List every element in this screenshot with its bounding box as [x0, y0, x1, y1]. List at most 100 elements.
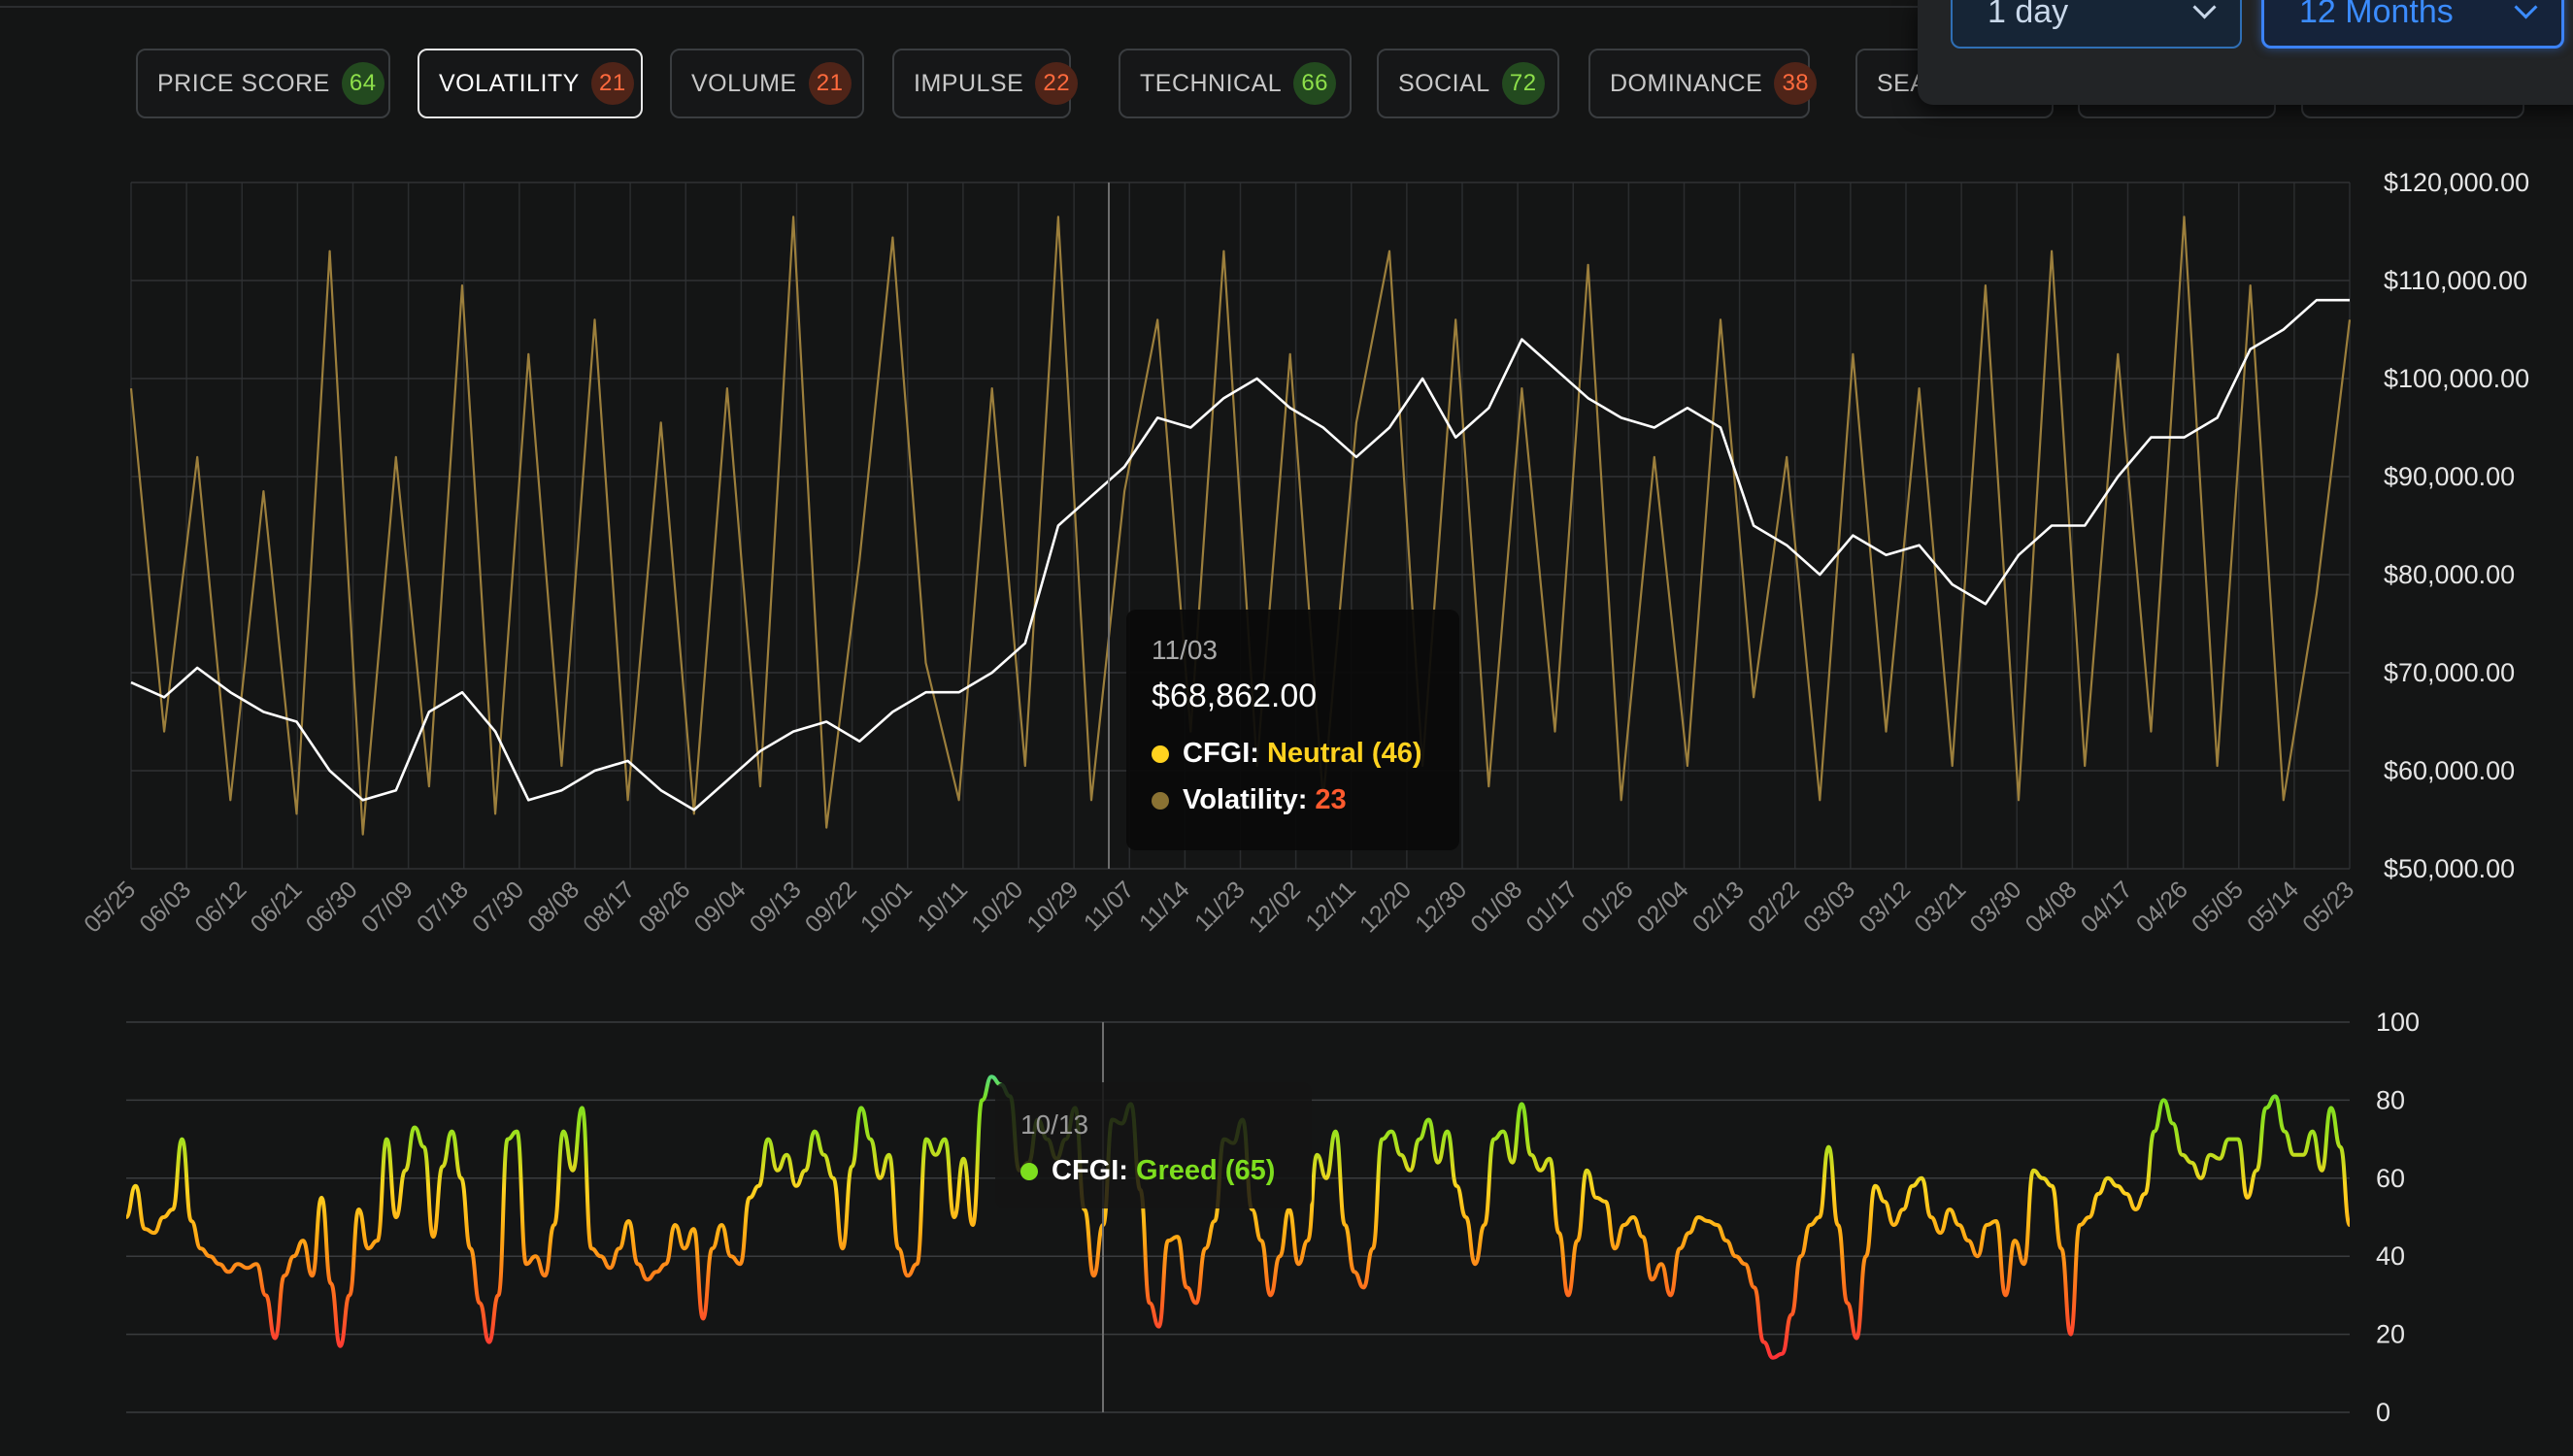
cfgi-y-tick-label: 80 — [2376, 1085, 2405, 1114]
x-tick-label: 09/22 — [800, 876, 862, 938]
cfgi-tooltip: 10/13 CFGI: Greed (65) — [995, 1082, 1312, 1208]
x-tick-label: 05/25 — [79, 876, 141, 938]
x-tick-label: 11/14 — [1134, 876, 1195, 937]
y-tick-label: $50,000.00 — [2384, 854, 2515, 883]
tooltip-date: 11/03 — [1152, 635, 1218, 665]
x-tick-label: 12/20 — [1354, 876, 1417, 938]
range-dropdown[interactable]: 12 Months — [2261, 0, 2564, 49]
price-chart-grid — [130, 182, 2351, 870]
x-tick-label: 03/21 — [1909, 876, 1971, 938]
x-tick-label: 05/14 — [2242, 876, 2304, 938]
cfgi-y-axis: 100 80 60 40 20 0 — [2376, 1008, 2420, 1427]
x-tick-label: 08/26 — [633, 876, 695, 938]
greed-dot-icon — [1020, 1162, 1038, 1180]
x-tick-label: 01/08 — [1465, 876, 1527, 938]
price-chart-series — [129, 215, 2352, 836]
x-tick-label: 01/26 — [1577, 876, 1639, 938]
y-tick-label: $80,000.00 — [2384, 560, 2515, 589]
cfgi-tooltip-date: 10/13 — [1020, 1109, 1089, 1140]
tab-label: TECHNICAL — [1140, 69, 1283, 97]
cfgi-y-tick-label: 100 — [2376, 1008, 2420, 1037]
x-tick-label: 04/17 — [2076, 876, 2138, 938]
cfgi-tooltip-value: Greed (65) — [1135, 1155, 1276, 1186]
score-badge: 72 — [1501, 62, 1545, 105]
y-tick-label: $70,000.00 — [2384, 658, 2515, 687]
x-tick-label: 02/04 — [1632, 876, 1694, 938]
tab-volume[interactable]: VOLUME 21 — [670, 49, 864, 118]
x-tick-label: 03/03 — [1798, 876, 1860, 938]
x-tick-label: 12/11 — [1300, 876, 1361, 937]
x-tick-label: 03/30 — [1964, 876, 2026, 938]
score-badge: 66 — [1293, 62, 1337, 105]
tab-volatility[interactable]: VOLATILITY 21 — [418, 49, 643, 118]
score-badge: 64 — [341, 62, 384, 105]
score-badge: 21 — [590, 62, 634, 105]
x-tick-label: 10/29 — [1021, 876, 1084, 938]
x-tick-label: 07/18 — [412, 876, 474, 938]
period-dropdown-label: 1 day — [1988, 0, 2069, 30]
x-tick-label: 07/09 — [356, 876, 418, 938]
tooltip-vol-value: 23 — [1315, 784, 1347, 815]
x-tick-label: 10/20 — [966, 876, 1028, 938]
x-tick-label: 01/17 — [1520, 876, 1583, 938]
x-tick-label: 05/23 — [2297, 876, 2359, 938]
price-y-axis: $120,000.00 $110,000.00 $100,000.00 $90,000… — [2384, 168, 2529, 883]
x-tick-label: 06/12 — [189, 876, 251, 938]
neutral-dot-icon — [1152, 745, 1169, 763]
x-tick-label: 12/30 — [1410, 876, 1472, 938]
tab-social[interactable]: SOCIAL 72 — [1377, 49, 1559, 118]
date-x-axis: 05/2506/0306/1206/2106/3007/0907/1807/30… — [79, 876, 2359, 938]
x-tick-label: 04/26 — [2131, 876, 2193, 938]
x-tick-label: 11/23 — [1189, 876, 1251, 937]
x-tick-label: 10/11 — [912, 876, 973, 937]
volatility-dot-icon — [1152, 791, 1169, 810]
period-dropdown[interactable]: 1 day — [1951, 0, 2242, 49]
tooltip-price: $68,862.00 — [1152, 678, 1318, 714]
y-tick-label: $100,000.00 — [2384, 364, 2529, 393]
cfgi-tooltip-row: CFGI: Greed (65) — [1020, 1155, 1275, 1187]
score-badge: 22 — [1035, 62, 1079, 105]
x-tick-label: 11/07 — [1079, 876, 1140, 937]
tab-label: PRICE SCORE — [157, 69, 330, 97]
tab-technical[interactable]: TECHNICAL 66 — [1119, 49, 1352, 118]
x-tick-label: 06/03 — [134, 876, 196, 938]
tooltip-cfgi-label: CFGI: — [1183, 738, 1259, 769]
cfgi-tooltip-label: CFGI: — [1052, 1155, 1128, 1186]
x-tick-label: 10/01 — [855, 876, 918, 938]
price-line — [130, 298, 2350, 811]
x-tick-label: 05/05 — [2187, 876, 2249, 938]
range-dropdown-label: 12 Months — [2299, 0, 2454, 30]
x-tick-label: 07/30 — [467, 876, 529, 938]
tooltip-vol-label: Volatility: — [1183, 784, 1308, 815]
tab-label: SOCIAL — [1398, 69, 1490, 97]
cfgi-y-tick-label: 40 — [2376, 1241, 2405, 1271]
cfgi-y-tick-label: 20 — [2376, 1320, 2405, 1349]
y-tick-label: $90,000.00 — [2384, 462, 2515, 491]
y-tick-label: $110,000.00 — [2384, 266, 2527, 295]
x-tick-label: 08/17 — [578, 876, 640, 938]
y-tick-label: $60,000.00 — [2384, 756, 2515, 785]
score-badge: 21 — [808, 62, 852, 105]
x-tick-label: 02/13 — [1687, 876, 1750, 938]
price-tooltip: 11/03 $68,862.00 CFGI: Neutral (46) Vola… — [1126, 610, 1459, 850]
tab-label: DOMINANCE — [1610, 69, 1763, 97]
cfgi-chart-grid — [126, 1021, 2350, 1413]
y-tick-label: $120,000.00 — [2384, 168, 2529, 197]
x-tick-label: 06/30 — [301, 876, 363, 938]
tab-label: VOLATILITY — [439, 69, 580, 97]
cfgi-y-tick-label: 60 — [2376, 1164, 2405, 1193]
x-tick-label: 02/22 — [1743, 876, 1805, 938]
tooltip-cfgi-row: CFGI: Neutral (46) — [1152, 738, 1421, 770]
tab-impulse[interactable]: IMPULSE 22 — [892, 49, 1079, 118]
x-tick-label: 12/02 — [1244, 876, 1306, 938]
cfgi-y-tick-label: 0 — [2376, 1398, 2390, 1427]
tab-dominance[interactable]: DOMINANCE 38 — [1588, 49, 1818, 118]
controls-panel: 1 day 12 Months — [1918, 0, 2573, 105]
x-tick-label: 08/08 — [522, 876, 585, 938]
tooltip-volatility-row: Volatility: 23 — [1152, 784, 1347, 816]
tab-price-score[interactable]: PRICE SCORE 64 — [136, 49, 390, 118]
tab-label: IMPULSE — [914, 69, 1024, 97]
tab-label: VOLUME — [691, 69, 797, 97]
x-tick-label: 09/13 — [745, 876, 807, 938]
